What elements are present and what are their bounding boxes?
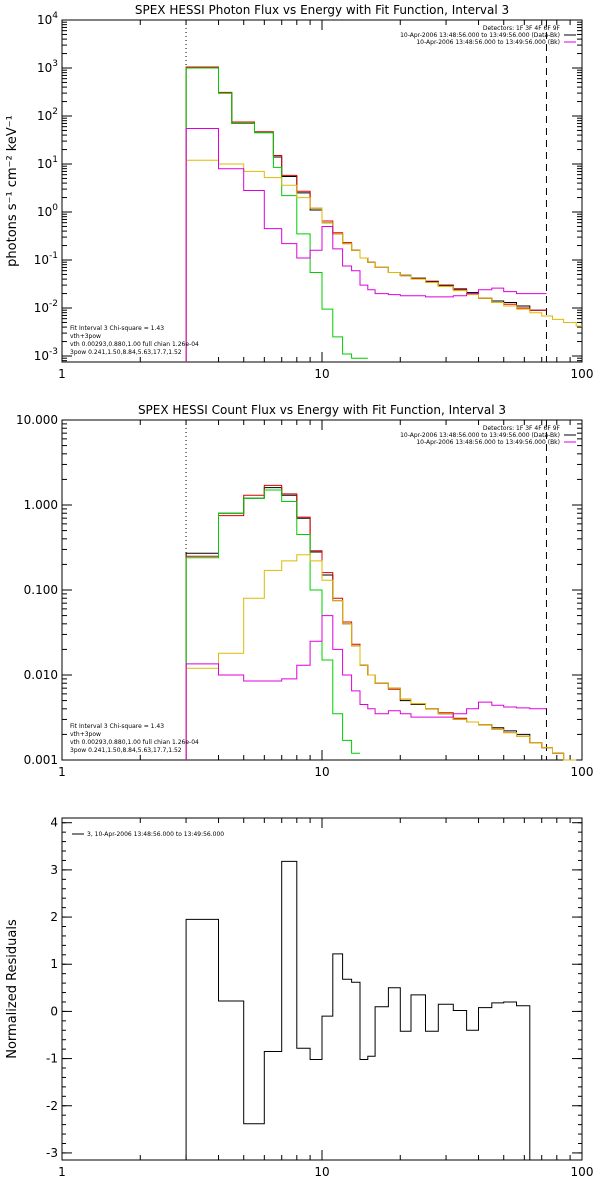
fit-legend-entry: vth 0.00293,0.880,1.00 full chian 1.26e-… (70, 739, 199, 746)
legend-entry: Detectors: 1F 3F 4F 6F 9F (483, 425, 561, 432)
y-tick-label: 10-2 (34, 299, 58, 315)
series-2-step-line (185, 67, 368, 362)
legend-entry: Detectors: 1F 3F 4F 6F 9F (483, 25, 561, 32)
residual-legend-entry: 3, 10-Apr-2006 13:48:56.000 to 13:49:56.… (87, 831, 224, 838)
y-tick-label: 4 (50, 816, 58, 830)
residuals-panel: 1 10 100 -3 -2 -1 0 1 2 3 4 Normalized Residuals 3, … (5, 816, 593, 1179)
y-tick-label: 3 (50, 863, 58, 877)
x-tick-label: 1 (58, 1165, 66, 1179)
photon-flux-panel: SPEX HESSI Photon Flux vs Energy with Fi… (5, 3, 593, 381)
fit-legend-entry: Fit Interval 3 Chi-square = 1.43 (70, 325, 164, 332)
chart-title: SPEX HESSI Count Flux vs Energy with Fit… (138, 403, 506, 417)
series-0-step-line (185, 487, 577, 761)
x-tick-label: 1 (58, 765, 66, 779)
series-0-step-line (185, 67, 547, 362)
y-tick-label: 10.000 (16, 413, 58, 427)
x-tick-label: 100 (571, 1165, 594, 1179)
y-tick-label: 103 (37, 59, 58, 75)
x-tick-label: 1 (58, 367, 66, 381)
x-tick-label: 10 (314, 765, 329, 779)
chart-title: SPEX HESSI Photon Flux vs Energy with Fi… (135, 3, 509, 17)
y-tick-label: 102 (37, 107, 58, 123)
y-tick-label: -2 (46, 1099, 58, 1113)
fit-legend-entry: 3pow 0.241,1.50,8.84,5.63,17.7,1.52 (70, 349, 182, 356)
y-tick-label: 0.010 (24, 668, 58, 682)
series-3-step-line (185, 159, 582, 362)
y-tick-label: 1.000 (24, 498, 58, 512)
y-tick-label: 0 (50, 1004, 58, 1018)
y-tick-label: -1 (46, 1052, 58, 1066)
plot-frame (61, 817, 583, 1161)
fit-legend-entry: Fit Interval 3 Chi-square = 1.43 (70, 723, 164, 730)
x-tick-label: 10 (314, 367, 329, 381)
fit-legend-entry: vth+3pow (70, 731, 101, 738)
count-flux-panel: SPEX HESSI Count Flux vs Energy with Fit… (16, 403, 593, 779)
y-axis-label: Normalized Residuals (5, 919, 20, 1059)
series-0-step-line (185, 860, 531, 1160)
legend-entry: 10-Apr-2006 13:48:56.000 to 13:49:56.000… (416, 39, 560, 46)
fit-legend-entry: vth 0.00293,0.880,1.00 full chian 1.26e-… (70, 341, 199, 348)
fit-legend-entry: 3pow 0.241,1.50,8.84,5.63,17.7,1.52 (70, 747, 182, 754)
series-1-step-line (185, 66, 547, 362)
series-4-step-line (185, 615, 547, 760)
y-tick-label: 0.001 (24, 753, 58, 767)
series-1-step-line (185, 484, 577, 761)
legend-entry: 10-Apr-2006 13:48:56.000 to 13:49:56.000… (416, 439, 560, 446)
y-tick-label: -3 (46, 1146, 58, 1160)
y-tick-label: 10-1 (34, 251, 58, 267)
series-3-step-line (185, 554, 577, 761)
y-tick-label: 10-3 (34, 347, 58, 363)
series-2-step-line (185, 489, 360, 760)
y-tick-label: 2 (50, 910, 58, 924)
x-tick-label: 10 (314, 1165, 329, 1179)
y-tick-label: 1 (50, 957, 58, 971)
fit-legend-entry: vth+3pow (70, 333, 101, 340)
y-tick-label: 101 (37, 155, 58, 171)
legend-entry: 10-Apr-2006 13:48:56.000 to 13:49:56.000… (400, 432, 560, 439)
y-tick-label: 100 (37, 203, 58, 219)
y-tick-label: 0.100 (24, 583, 58, 597)
plot-frame (61, 19, 583, 363)
x-tick-label: 100 (571, 367, 594, 381)
series-4-step-line (185, 128, 547, 362)
legend-entry: 10-Apr-2006 13:48:56.000 to 13:49:56.000… (400, 32, 560, 39)
y-tick-label: 104 (37, 11, 58, 27)
y-axis-label: photons s⁻¹ cm⁻² keV⁻¹ (5, 115, 20, 267)
x-tick-label: 100 (571, 765, 594, 779)
